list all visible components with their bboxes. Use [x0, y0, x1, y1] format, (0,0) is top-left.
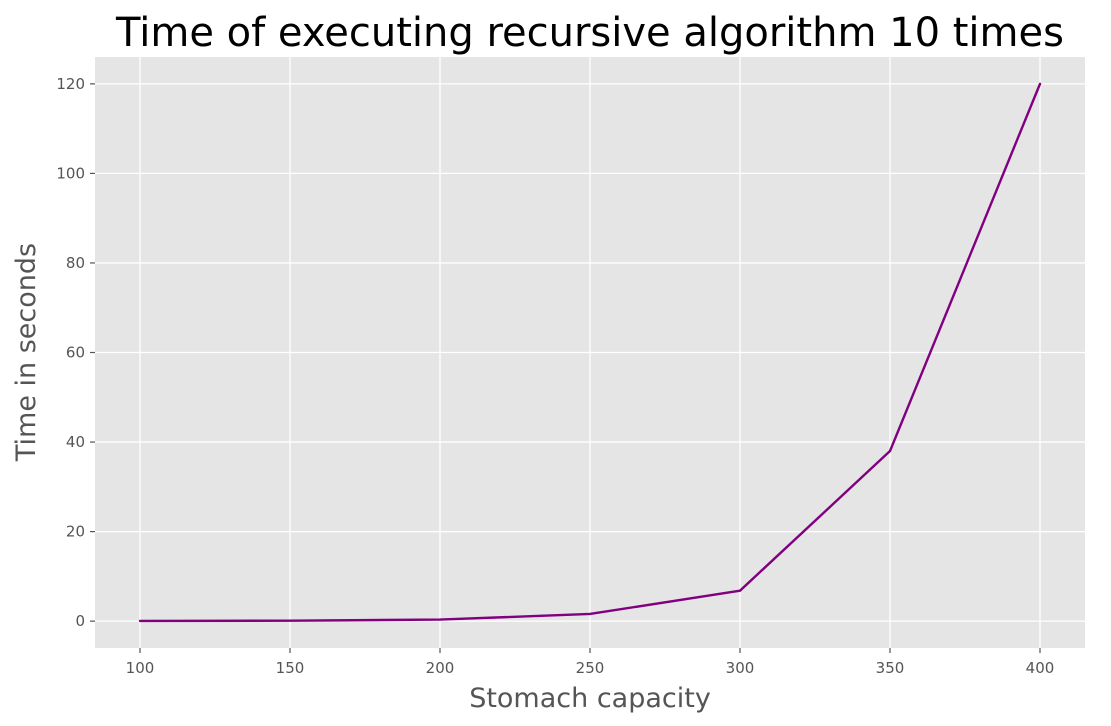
axis-ticks: 100 150 200 250 300 350 400 0 20 40 60 80 100 120	[56, 75, 1054, 677]
y-tick-label: 80	[66, 254, 85, 272]
y-tick-label: 40	[66, 433, 85, 451]
x-tick-label: 150	[276, 659, 305, 677]
y-tick-label: 0	[75, 612, 85, 630]
series-line	[138, 82, 1042, 623]
y-tick-label: 100	[56, 164, 85, 182]
chart-title: Time of executing recursive algorithm 10…	[115, 10, 1064, 56]
x-tick-label: 300	[726, 659, 755, 677]
series-layer	[138, 82, 1042, 623]
y-tick-label: 60	[66, 344, 85, 362]
y-axis-label: Time in seconds	[11, 243, 42, 462]
x-tick-label: 100	[126, 659, 155, 677]
x-tick-label: 200	[426, 659, 455, 677]
x-tick-label: 350	[876, 659, 905, 677]
y-tick-label: 120	[56, 75, 85, 93]
x-tick-label: 400	[1026, 659, 1055, 677]
x-tick-label: 250	[576, 659, 605, 677]
y-tick-label: 20	[66, 523, 85, 541]
x-axis-label: Stomach capacity	[469, 683, 711, 714]
